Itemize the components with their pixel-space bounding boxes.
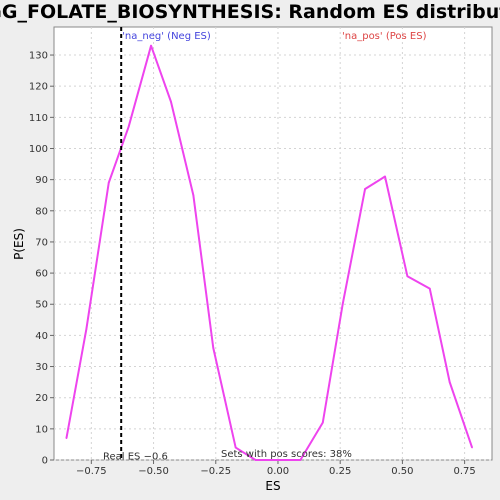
data-point xyxy=(127,125,130,128)
data-point xyxy=(254,459,257,461)
y-tick-label: 60 xyxy=(35,269,48,280)
data-point xyxy=(448,381,451,383)
axes: 0 10 20 30 40 50 60 70 80 90 100 110 120 130 −0.75 −0.5… xyxy=(29,51,476,477)
x-tick-label: −0.25 xyxy=(200,466,231,477)
chart-title: KEGG_FOLATE_BIOSYNTHESIS: Random ES dist… xyxy=(0,1,500,23)
x-tick-label: 0.25 xyxy=(329,466,351,477)
annotations: 'na_neg' (Neg ES) 'na_pos' (Pos ES) Real E… xyxy=(103,27,427,463)
x-axis-label: ES xyxy=(265,479,280,493)
y-tick-label: 50 xyxy=(35,300,48,311)
data-point xyxy=(428,287,431,290)
y-tick-label: 0 xyxy=(42,456,48,467)
x-tick-label: 0.50 xyxy=(391,466,413,477)
y-tick-label: 30 xyxy=(35,362,48,373)
pos-scores-label: Sets with pos scores: 38% xyxy=(221,449,352,460)
y-tick-label: 130 xyxy=(29,51,48,62)
y-axis-label: P(ES) xyxy=(12,228,26,260)
plot-area xyxy=(53,26,493,461)
x-tick-label: 0.00 xyxy=(267,466,289,477)
pos-es-label: 'na_pos' (Pos ES) xyxy=(342,31,427,42)
data-point xyxy=(85,328,88,330)
y-tick-label: 120 xyxy=(29,82,48,93)
data-point xyxy=(192,194,195,197)
y-tick-label: 70 xyxy=(35,237,48,248)
neg-es-label: 'na_neg' (Neg ES) xyxy=(122,31,211,42)
data-point xyxy=(384,175,386,178)
y-tick-label: 90 xyxy=(35,175,48,186)
x-tick-label: 0.75 xyxy=(453,466,475,477)
data-point xyxy=(234,446,237,449)
grid xyxy=(54,27,492,461)
x-tick-label: −0.75 xyxy=(76,466,107,477)
x-tick-label: −0.50 xyxy=(138,466,169,477)
real-es-value-label: Real ES −0.6 xyxy=(103,452,168,463)
y-tick-label: 110 xyxy=(29,113,48,124)
data-point xyxy=(212,347,215,349)
data-point xyxy=(150,44,152,47)
y-tick-label: 80 xyxy=(35,206,48,217)
data-point xyxy=(277,459,279,461)
y-tick-label: 100 xyxy=(29,144,48,155)
data-point xyxy=(299,459,302,461)
series xyxy=(65,44,474,461)
data-point xyxy=(364,188,366,190)
y-tick-label: 10 xyxy=(35,424,48,435)
data-point xyxy=(406,275,409,278)
data-point xyxy=(321,421,324,424)
y-tick-label: 20 xyxy=(35,393,48,404)
y-tick-label: 40 xyxy=(35,331,48,342)
data-point xyxy=(170,100,172,103)
es-distribution-line xyxy=(65,44,474,461)
data-point xyxy=(65,437,68,439)
data-point xyxy=(107,181,110,184)
data-point xyxy=(471,446,473,449)
data-point xyxy=(341,303,344,306)
